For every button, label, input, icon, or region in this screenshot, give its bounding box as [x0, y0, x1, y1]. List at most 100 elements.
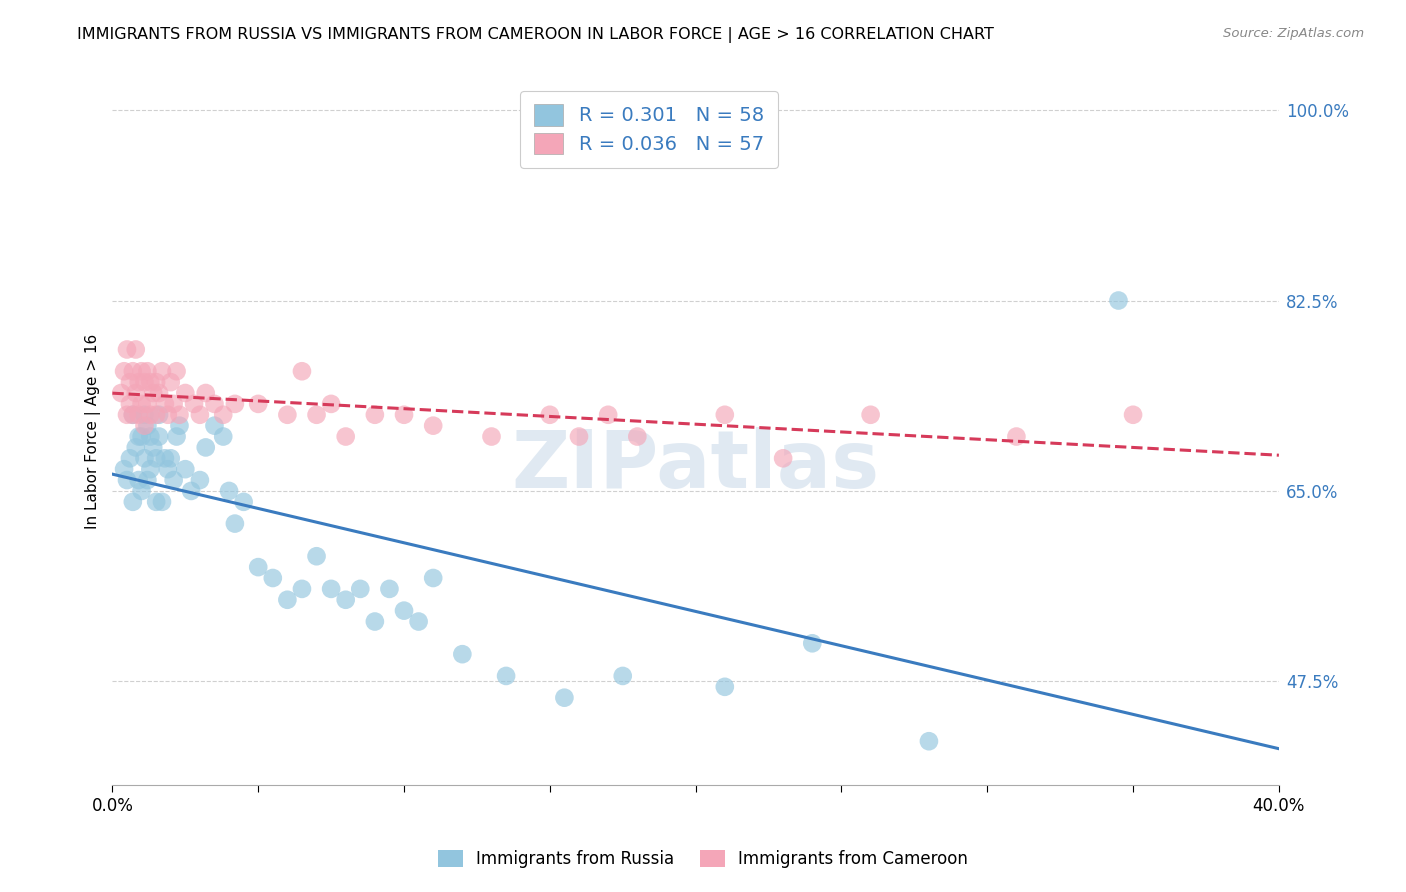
- Immigrants from Russia: [115, 473, 138, 487]
- Immigrants from Cameroon: [121, 408, 143, 422]
- Immigrants from Russia: [112, 462, 135, 476]
- Immigrants from Cameroon: [145, 408, 167, 422]
- Immigrants from Russia: [125, 441, 148, 455]
- Immigrants from Cameroon: [626, 429, 648, 443]
- Immigrants from Cameroon: [859, 408, 882, 422]
- Y-axis label: In Labor Force | Age > 16: In Labor Force | Age > 16: [86, 334, 101, 529]
- Immigrants from Cameroon: [110, 386, 132, 401]
- Immigrants from Cameroon: [422, 418, 444, 433]
- Immigrants from Russia: [276, 592, 298, 607]
- Immigrants from Cameroon: [714, 408, 737, 422]
- Immigrants from Cameroon: [134, 418, 156, 433]
- Immigrants from Russia: [218, 483, 240, 498]
- Immigrants from Russia: [145, 495, 167, 509]
- Immigrants from Russia: [553, 690, 575, 705]
- Immigrants from Russia: [153, 451, 176, 466]
- Immigrants from Russia: [392, 604, 415, 618]
- Immigrants from Cameroon: [118, 397, 141, 411]
- Immigrants from Cameroon: [335, 429, 357, 443]
- Immigrants from Cameroon: [212, 408, 235, 422]
- Immigrants from Cameroon: [115, 408, 138, 422]
- Immigrants from Cameroon: [139, 408, 162, 422]
- Legend: R = 0.301   N = 58, R = 0.036   N = 57: R = 0.301 N = 58, R = 0.036 N = 57: [520, 91, 778, 168]
- Immigrants from Cameroon: [128, 375, 150, 389]
- Immigrants from Russia: [148, 429, 170, 443]
- Immigrants from Cameroon: [150, 364, 173, 378]
- Immigrants from Cameroon: [481, 429, 503, 443]
- Immigrants from Cameroon: [364, 408, 387, 422]
- Immigrants from Cameroon: [276, 408, 298, 422]
- Immigrants from Russia: [305, 549, 328, 564]
- Immigrants from Russia: [121, 495, 143, 509]
- Immigrants from Cameroon: [1122, 408, 1144, 422]
- Immigrants from Russia: [801, 636, 824, 650]
- Immigrants from Russia: [131, 429, 153, 443]
- Immigrants from Cameroon: [538, 408, 561, 422]
- Immigrants from Russia: [163, 473, 186, 487]
- Immigrants from Cameroon: [125, 386, 148, 401]
- Immigrants from Russia: [247, 560, 270, 574]
- Immigrants from Russia: [128, 429, 150, 443]
- Immigrants from Cameroon: [145, 375, 167, 389]
- Immigrants from Cameroon: [148, 386, 170, 401]
- Immigrants from Cameroon: [305, 408, 328, 422]
- Immigrants from Russia: [232, 495, 254, 509]
- Immigrants from Cameroon: [188, 408, 211, 422]
- Immigrants from Russia: [142, 441, 165, 455]
- Immigrants from Russia: [321, 582, 343, 596]
- Immigrants from Cameroon: [163, 397, 186, 411]
- Immigrants from Cameroon: [247, 397, 270, 411]
- Immigrants from Cameroon: [194, 386, 217, 401]
- Immigrants from Cameroon: [136, 364, 159, 378]
- Immigrants from Russia: [262, 571, 284, 585]
- Immigrants from Cameroon: [153, 397, 176, 411]
- Immigrants from Cameroon: [224, 397, 246, 411]
- Immigrants from Cameroon: [142, 386, 165, 401]
- Immigrants from Russia: [422, 571, 444, 585]
- Immigrants from Russia: [918, 734, 941, 748]
- Immigrants from Russia: [166, 429, 188, 443]
- Immigrants from Cameroon: [115, 343, 138, 357]
- Text: ZIPatlas: ZIPatlas: [512, 427, 880, 506]
- Immigrants from Russia: [159, 451, 181, 466]
- Immigrants from Russia: [714, 680, 737, 694]
- Immigrants from Cameroon: [568, 429, 591, 443]
- Immigrants from Cameroon: [1005, 429, 1028, 443]
- Immigrants from Russia: [204, 418, 226, 433]
- Immigrants from Russia: [408, 615, 430, 629]
- Immigrants from Russia: [612, 669, 634, 683]
- Immigrants from Russia: [212, 429, 235, 443]
- Immigrants from Russia: [180, 483, 202, 498]
- Immigrants from Russia: [378, 582, 401, 596]
- Immigrants from Russia: [194, 441, 217, 455]
- Text: Source: ZipAtlas.com: Source: ZipAtlas.com: [1223, 27, 1364, 40]
- Immigrants from Cameroon: [136, 397, 159, 411]
- Immigrants from Russia: [291, 582, 314, 596]
- Immigrants from Russia: [174, 462, 197, 476]
- Immigrants from Russia: [169, 418, 191, 433]
- Immigrants from Russia: [118, 451, 141, 466]
- Immigrants from Cameroon: [131, 364, 153, 378]
- Immigrants from Russia: [495, 669, 517, 683]
- Immigrants from Cameroon: [392, 408, 415, 422]
- Immigrants from Cameroon: [166, 364, 188, 378]
- Immigrants from Cameroon: [772, 451, 794, 466]
- Immigrants from Cameroon: [131, 397, 153, 411]
- Immigrants from Russia: [188, 473, 211, 487]
- Immigrants from Russia: [1108, 293, 1130, 308]
- Immigrants from Cameroon: [169, 408, 191, 422]
- Immigrants from Cameroon: [139, 375, 162, 389]
- Immigrants from Russia: [134, 451, 156, 466]
- Immigrants from Russia: [128, 473, 150, 487]
- Immigrants from Russia: [224, 516, 246, 531]
- Immigrants from Russia: [148, 408, 170, 422]
- Immigrants from Cameroon: [321, 397, 343, 411]
- Immigrants from Cameroon: [121, 364, 143, 378]
- Immigrants from Russia: [131, 483, 153, 498]
- Immigrants from Cameroon: [204, 397, 226, 411]
- Immigrants from Cameroon: [291, 364, 314, 378]
- Immigrants from Russia: [335, 592, 357, 607]
- Immigrants from Russia: [150, 495, 173, 509]
- Immigrants from Cameroon: [112, 364, 135, 378]
- Immigrants from Russia: [139, 462, 162, 476]
